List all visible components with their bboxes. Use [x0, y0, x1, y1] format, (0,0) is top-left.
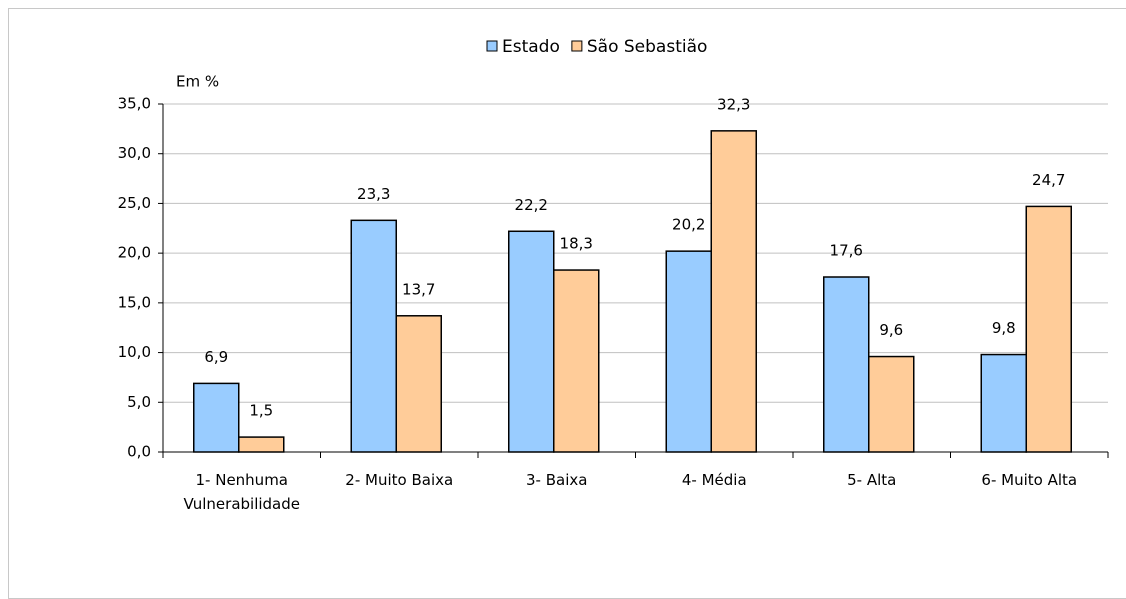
legend-label: São Sebastião	[587, 37, 708, 57]
y-tick-label: 30,0	[118, 144, 151, 162]
y-tick-label: 35,0	[118, 95, 151, 113]
legend-swatch	[486, 40, 498, 52]
x-tick-label: 1- Nenhuma Vulnerabilidade	[183, 471, 301, 513]
data-label: 13,7	[402, 280, 435, 298]
bar	[238, 436, 285, 453]
data-label: 17,6	[830, 242, 863, 260]
data-label: 9,6	[879, 321, 903, 339]
y-tick-label: 15,0	[118, 293, 151, 311]
data-label: 22,2	[515, 196, 548, 214]
data-label: 23,3	[357, 185, 390, 203]
bar	[193, 382, 240, 453]
data-label: 24,7	[1032, 171, 1065, 189]
bar	[710, 130, 757, 453]
y-tick-label: 10,0	[118, 343, 151, 361]
y-axis-label: Em %	[176, 73, 219, 91]
bar	[868, 355, 915, 453]
data-label: 32,3	[717, 95, 750, 113]
y-tick-label: 0,0	[127, 443, 151, 461]
legend-label: Estado	[502, 37, 560, 57]
x-tick-label: 4- Média	[681, 471, 747, 489]
bar	[553, 269, 600, 453]
data-label: 9,8	[992, 319, 1016, 337]
bar	[980, 353, 1027, 453]
bar	[1025, 205, 1072, 453]
y-tick-label: 25,0	[118, 194, 151, 212]
x-tick-label: 6- Muito Alta	[981, 471, 1078, 489]
bar	[350, 219, 397, 453]
bar	[665, 250, 712, 453]
x-tick-label: 3- Baixa	[526, 471, 588, 489]
bar	[395, 315, 442, 453]
data-label: 20,2	[672, 216, 705, 234]
y-tick-label: 5,0	[127, 393, 151, 411]
data-label: 6,9	[204, 348, 228, 366]
data-label: 18,3	[560, 235, 593, 253]
bar	[508, 230, 555, 453]
data-label: 1,5	[249, 402, 273, 420]
bar	[823, 276, 870, 453]
legend-swatch	[571, 40, 583, 52]
x-tick-label: 2- Muito Baixa	[345, 471, 454, 489]
y-tick-label: 20,0	[118, 244, 151, 262]
x-tick-label: 5- Alta	[847, 471, 897, 489]
